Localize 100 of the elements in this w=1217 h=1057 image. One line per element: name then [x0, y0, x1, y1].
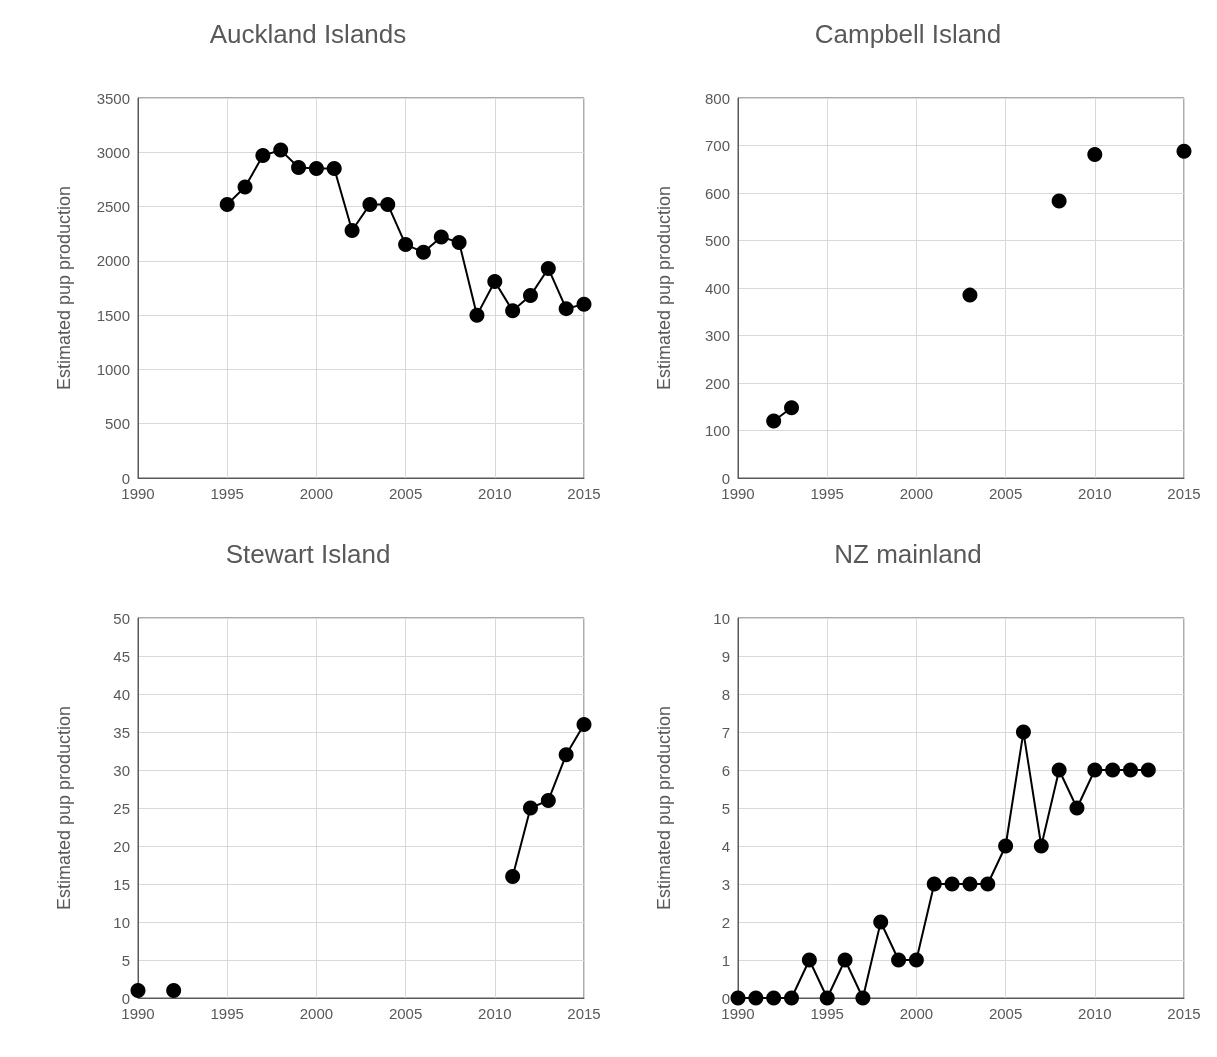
point: [451, 234, 467, 250]
point: [326, 161, 342, 177]
point: [819, 990, 835, 1006]
y-tick-label: 200: [704, 374, 730, 392]
x-tick-label: 1990: [121, 1005, 155, 1022]
point: [766, 413, 782, 429]
point: [505, 303, 521, 319]
y-tick-label: 3000: [96, 143, 130, 161]
x-tick-label: 2005: [988, 1005, 1023, 1022]
point: [576, 296, 592, 312]
y-tick-label: 0: [721, 989, 730, 1007]
point: [944, 876, 960, 892]
point: [1033, 838, 1049, 854]
y-tick-label: 400: [704, 279, 730, 297]
y-tick-label: 25: [113, 799, 130, 817]
y-tick-label: 300: [704, 327, 730, 344]
y-tick-label: 5: [121, 951, 130, 969]
point: [523, 800, 538, 816]
x-tick-label: 2005: [988, 485, 1023, 502]
y-axis-title: Estimated pup production: [54, 705, 74, 911]
point: [255, 148, 271, 164]
point: [784, 400, 800, 416]
x-tick-label: 1995: [210, 1005, 244, 1022]
point: [487, 273, 503, 289]
y-tick-label: 0: [121, 989, 130, 1007]
x-tick-label: 2015: [567, 1005, 601, 1022]
point: [273, 142, 289, 158]
point: [980, 876, 996, 892]
y-tick-label: 20: [113, 837, 130, 855]
point: [891, 952, 907, 968]
y-axis-title: Estimated pup production: [654, 185, 674, 391]
y-tick-label: 2000: [96, 252, 130, 270]
x-tick-label: 2015: [567, 485, 601, 502]
point: [308, 161, 324, 177]
y-axis-title: Estimated pup production: [654, 705, 674, 911]
y-tick-label: 4: [721, 837, 730, 855]
y-tick-label: 3: [721, 875, 730, 893]
y-tick-label: 2: [721, 913, 730, 931]
y-tick-label: 600: [704, 184, 730, 202]
point: [415, 244, 431, 260]
y-tick-label: 1000: [96, 360, 130, 378]
x-tick-label: 1990: [721, 1005, 755, 1022]
point: [433, 229, 449, 245]
x-tick-label: 2010: [1078, 485, 1112, 502]
y-tick-label: 8: [721, 685, 730, 703]
point: [558, 301, 574, 317]
point: [1087, 762, 1103, 778]
y-tick-label: 1500: [96, 306, 130, 324]
point: [398, 237, 414, 253]
x-tick-label: 2000: [299, 485, 334, 502]
y-tick-label: 5: [721, 799, 730, 817]
x-tick-label: 1995: [210, 485, 244, 502]
chart-title: NZ mainland: [834, 539, 982, 569]
point: [130, 982, 146, 998]
x-tick-label: 2005: [388, 1005, 423, 1022]
point: [344, 222, 360, 238]
point: [523, 288, 538, 304]
y-tick-label: 45: [113, 647, 130, 665]
point: [1051, 193, 1067, 209]
y-tick-label: 30: [113, 761, 130, 779]
point: [962, 876, 978, 892]
point: [1069, 800, 1085, 816]
y-tick-label: 500: [104, 415, 130, 433]
point: [801, 952, 817, 968]
x-tick-label: 2015: [1167, 485, 1201, 502]
point: [1087, 147, 1103, 163]
point: [576, 716, 592, 732]
chart-title: Auckland Islands: [209, 19, 407, 49]
x-tick-label: 2015: [1167, 1005, 1201, 1022]
point: [962, 287, 978, 303]
x-tick-label: 2010: [478, 485, 512, 502]
y-tick-label: 40: [113, 685, 130, 703]
y-tick-label: 100: [704, 422, 730, 439]
point: [766, 990, 782, 1006]
chart-title: Campbell Island: [814, 19, 1002, 49]
x-tick-label: 2010: [1078, 1005, 1112, 1022]
point: [166, 982, 182, 998]
x-tick-label: 2005: [388, 485, 423, 502]
x-tick-label: 1995: [810, 1005, 844, 1022]
y-tick-label: 10: [713, 609, 730, 627]
point: [540, 792, 556, 808]
y-axis-title: Estimated pup production: [54, 185, 74, 391]
point: [469, 307, 485, 323]
y-tick-label: 0: [721, 469, 730, 487]
point: [837, 952, 853, 968]
y-tick-label: 10: [113, 913, 130, 931]
x-tick-label: 2000: [899, 1005, 934, 1022]
point: [873, 914, 889, 930]
point: [1015, 724, 1031, 740]
point: [730, 990, 746, 1006]
chart-title: Stewart Island: [225, 539, 391, 569]
x-tick-label: 2010: [478, 1005, 512, 1022]
point: [855, 990, 871, 1006]
point: [540, 260, 556, 276]
point: [1140, 762, 1156, 778]
x-tick-label: 1990: [721, 485, 755, 502]
x-tick-label: 1995: [810, 485, 844, 502]
point: [748, 990, 764, 1006]
y-tick-label: 3500: [96, 89, 130, 107]
point: [291, 159, 307, 175]
